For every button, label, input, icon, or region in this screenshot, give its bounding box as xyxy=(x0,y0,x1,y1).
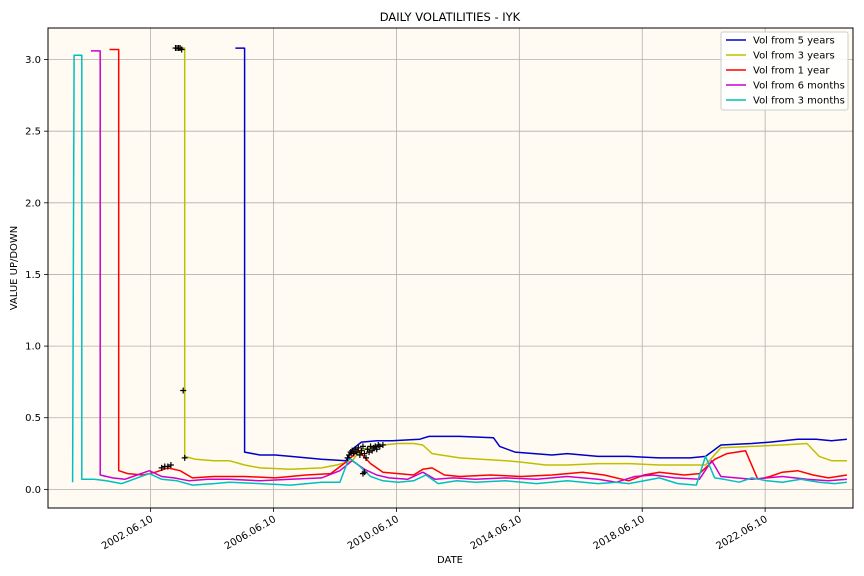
y-tick-label: 1.5 xyxy=(25,270,41,281)
legend: Vol from 5 years Vol from 3 years Vol from… xyxy=(720,31,849,111)
marker-point xyxy=(363,454,370,461)
legend-label: Vol from 1 year xyxy=(753,66,830,77)
marker-point xyxy=(356,451,363,458)
legend-label: Vol from 3 months xyxy=(753,96,845,107)
chart-title: DAILY VOLATILITIES - IYK xyxy=(380,10,521,24)
marker-point xyxy=(361,469,368,476)
y-tick-label: 2.5 xyxy=(25,127,41,138)
x-axis-ticks: 2002.06.10 2006.06.10 2010.06.10 2014.06.10… xyxy=(100,508,770,552)
plot-background xyxy=(48,28,853,508)
legend-label: Vol from 3 years xyxy=(753,51,835,62)
marker-point xyxy=(373,446,380,453)
y-tick-label: 2.0 xyxy=(25,198,41,209)
legend-box xyxy=(720,31,849,111)
marker-point xyxy=(355,444,362,451)
marker-point xyxy=(350,450,357,457)
series-line-0 xyxy=(235,47,847,462)
y-tick-label: 0.0 xyxy=(25,485,41,496)
marker-point xyxy=(376,443,383,450)
legend-label: Vol from 6 months xyxy=(753,81,845,92)
series-line-1 xyxy=(174,47,847,471)
marker-point xyxy=(167,462,174,469)
marker-point xyxy=(178,46,185,53)
marker-point xyxy=(180,387,187,394)
series-line-4 xyxy=(71,54,847,486)
x-tick-label: 2014.06.10 xyxy=(469,514,524,552)
x-tick-label: 2022.06.10 xyxy=(715,514,770,552)
series-lines xyxy=(71,47,848,486)
y-tick-label: 1.0 xyxy=(25,342,41,353)
legend-label: Vol from 5 years xyxy=(753,36,835,47)
marker-point xyxy=(361,450,368,457)
x-tick-label: 2006.06.10 xyxy=(223,514,278,552)
series-line-2 xyxy=(109,48,848,482)
x-tick-label: 2010.06.10 xyxy=(346,514,401,552)
marker-point xyxy=(379,441,386,448)
y-tick-label: 0.5 xyxy=(25,413,41,424)
marker-point xyxy=(359,443,366,450)
y-axis-title: VALUE UP/DOWN xyxy=(9,226,20,311)
plot-frame xyxy=(47,27,854,509)
marker-point xyxy=(158,464,165,471)
series-line-3 xyxy=(91,50,847,483)
grid-lines xyxy=(48,28,853,508)
marker-point xyxy=(358,447,365,454)
x-tick-label: 2002.06.10 xyxy=(100,514,155,552)
marker-points xyxy=(158,45,386,477)
marker-point xyxy=(366,449,373,456)
marker-point xyxy=(353,449,360,456)
y-tick-label: 3.0 xyxy=(25,55,41,66)
y-axis-ticks: 0.0 0.5 1.0 1.5 2.0 2.5 3.0 xyxy=(25,55,48,496)
marker-point xyxy=(181,454,188,461)
x-tick-label: 2018.06.10 xyxy=(592,514,647,552)
x-axis-title: DATE xyxy=(437,555,463,566)
marker-point xyxy=(164,463,171,470)
